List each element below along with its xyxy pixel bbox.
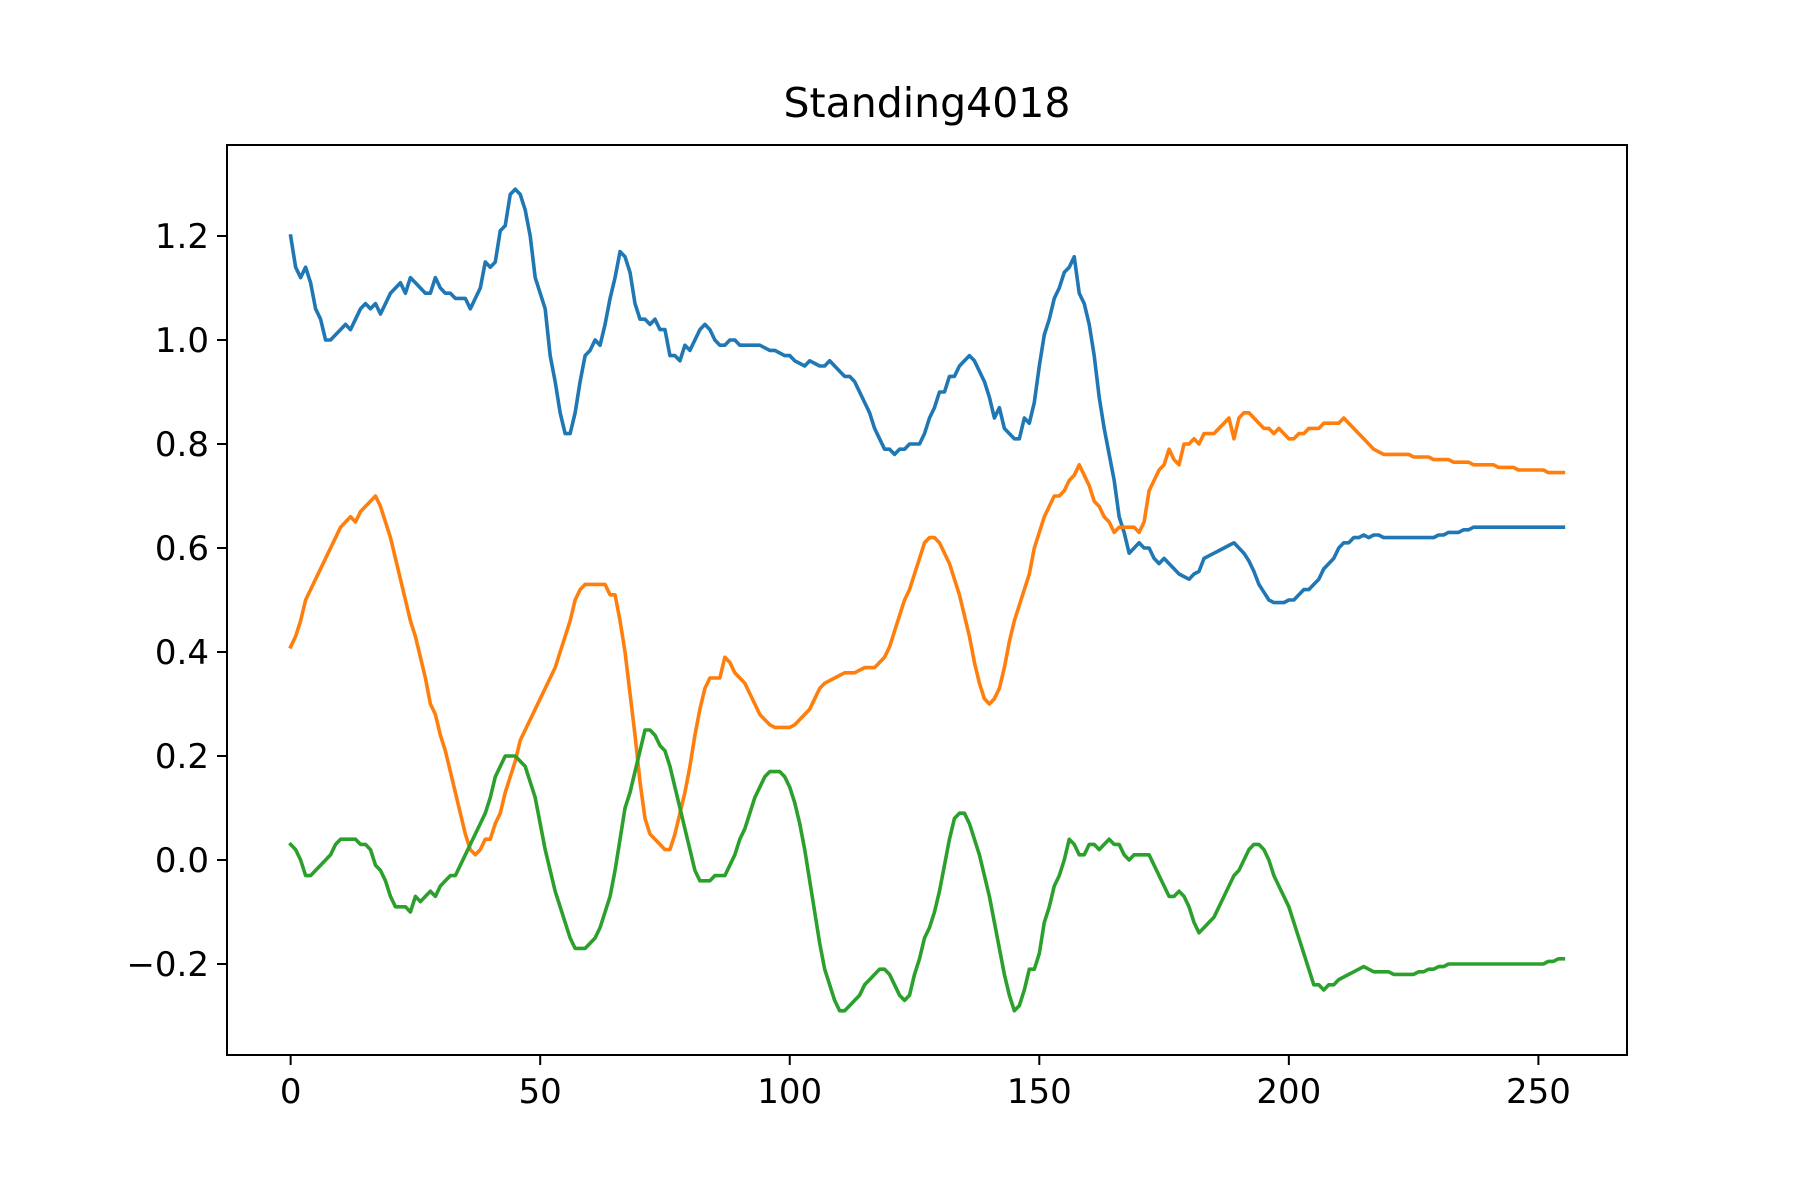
y-tick-label: 0.8 bbox=[155, 425, 209, 465]
y-tick-label: 0.4 bbox=[155, 633, 209, 673]
x-tick-label: 150 bbox=[1007, 1072, 1072, 1112]
x-tick-label: 0 bbox=[280, 1072, 302, 1112]
y-tick-label: 0.2 bbox=[155, 737, 209, 777]
y-tick-label: 0.6 bbox=[155, 529, 209, 569]
series-line-1 bbox=[288, 187, 1566, 605]
x-tick-label: 250 bbox=[1506, 1072, 1571, 1112]
x-tick-label: 100 bbox=[757, 1072, 822, 1112]
y-tick-label: 0.0 bbox=[155, 841, 209, 881]
series-line-3 bbox=[288, 728, 1566, 1013]
chart-title: Standing4018 bbox=[784, 79, 1071, 127]
plot-frame bbox=[226, 144, 1628, 1056]
axes-layer: 0 50 100 150 200 250 −0.2 0.0 0.2 0.4 0.6 0.8 1.0 1.2 bbox=[126, 144, 1628, 1112]
series-layer bbox=[288, 187, 1566, 1013]
x-tick-label: 200 bbox=[1256, 1072, 1321, 1112]
x-tick-label: 50 bbox=[519, 1072, 562, 1112]
y-tick-label: 1.0 bbox=[155, 321, 209, 361]
y-tick-label: −0.2 bbox=[126, 945, 209, 985]
series-line-2 bbox=[288, 411, 1566, 857]
y-tick-label: 1.2 bbox=[155, 217, 209, 257]
